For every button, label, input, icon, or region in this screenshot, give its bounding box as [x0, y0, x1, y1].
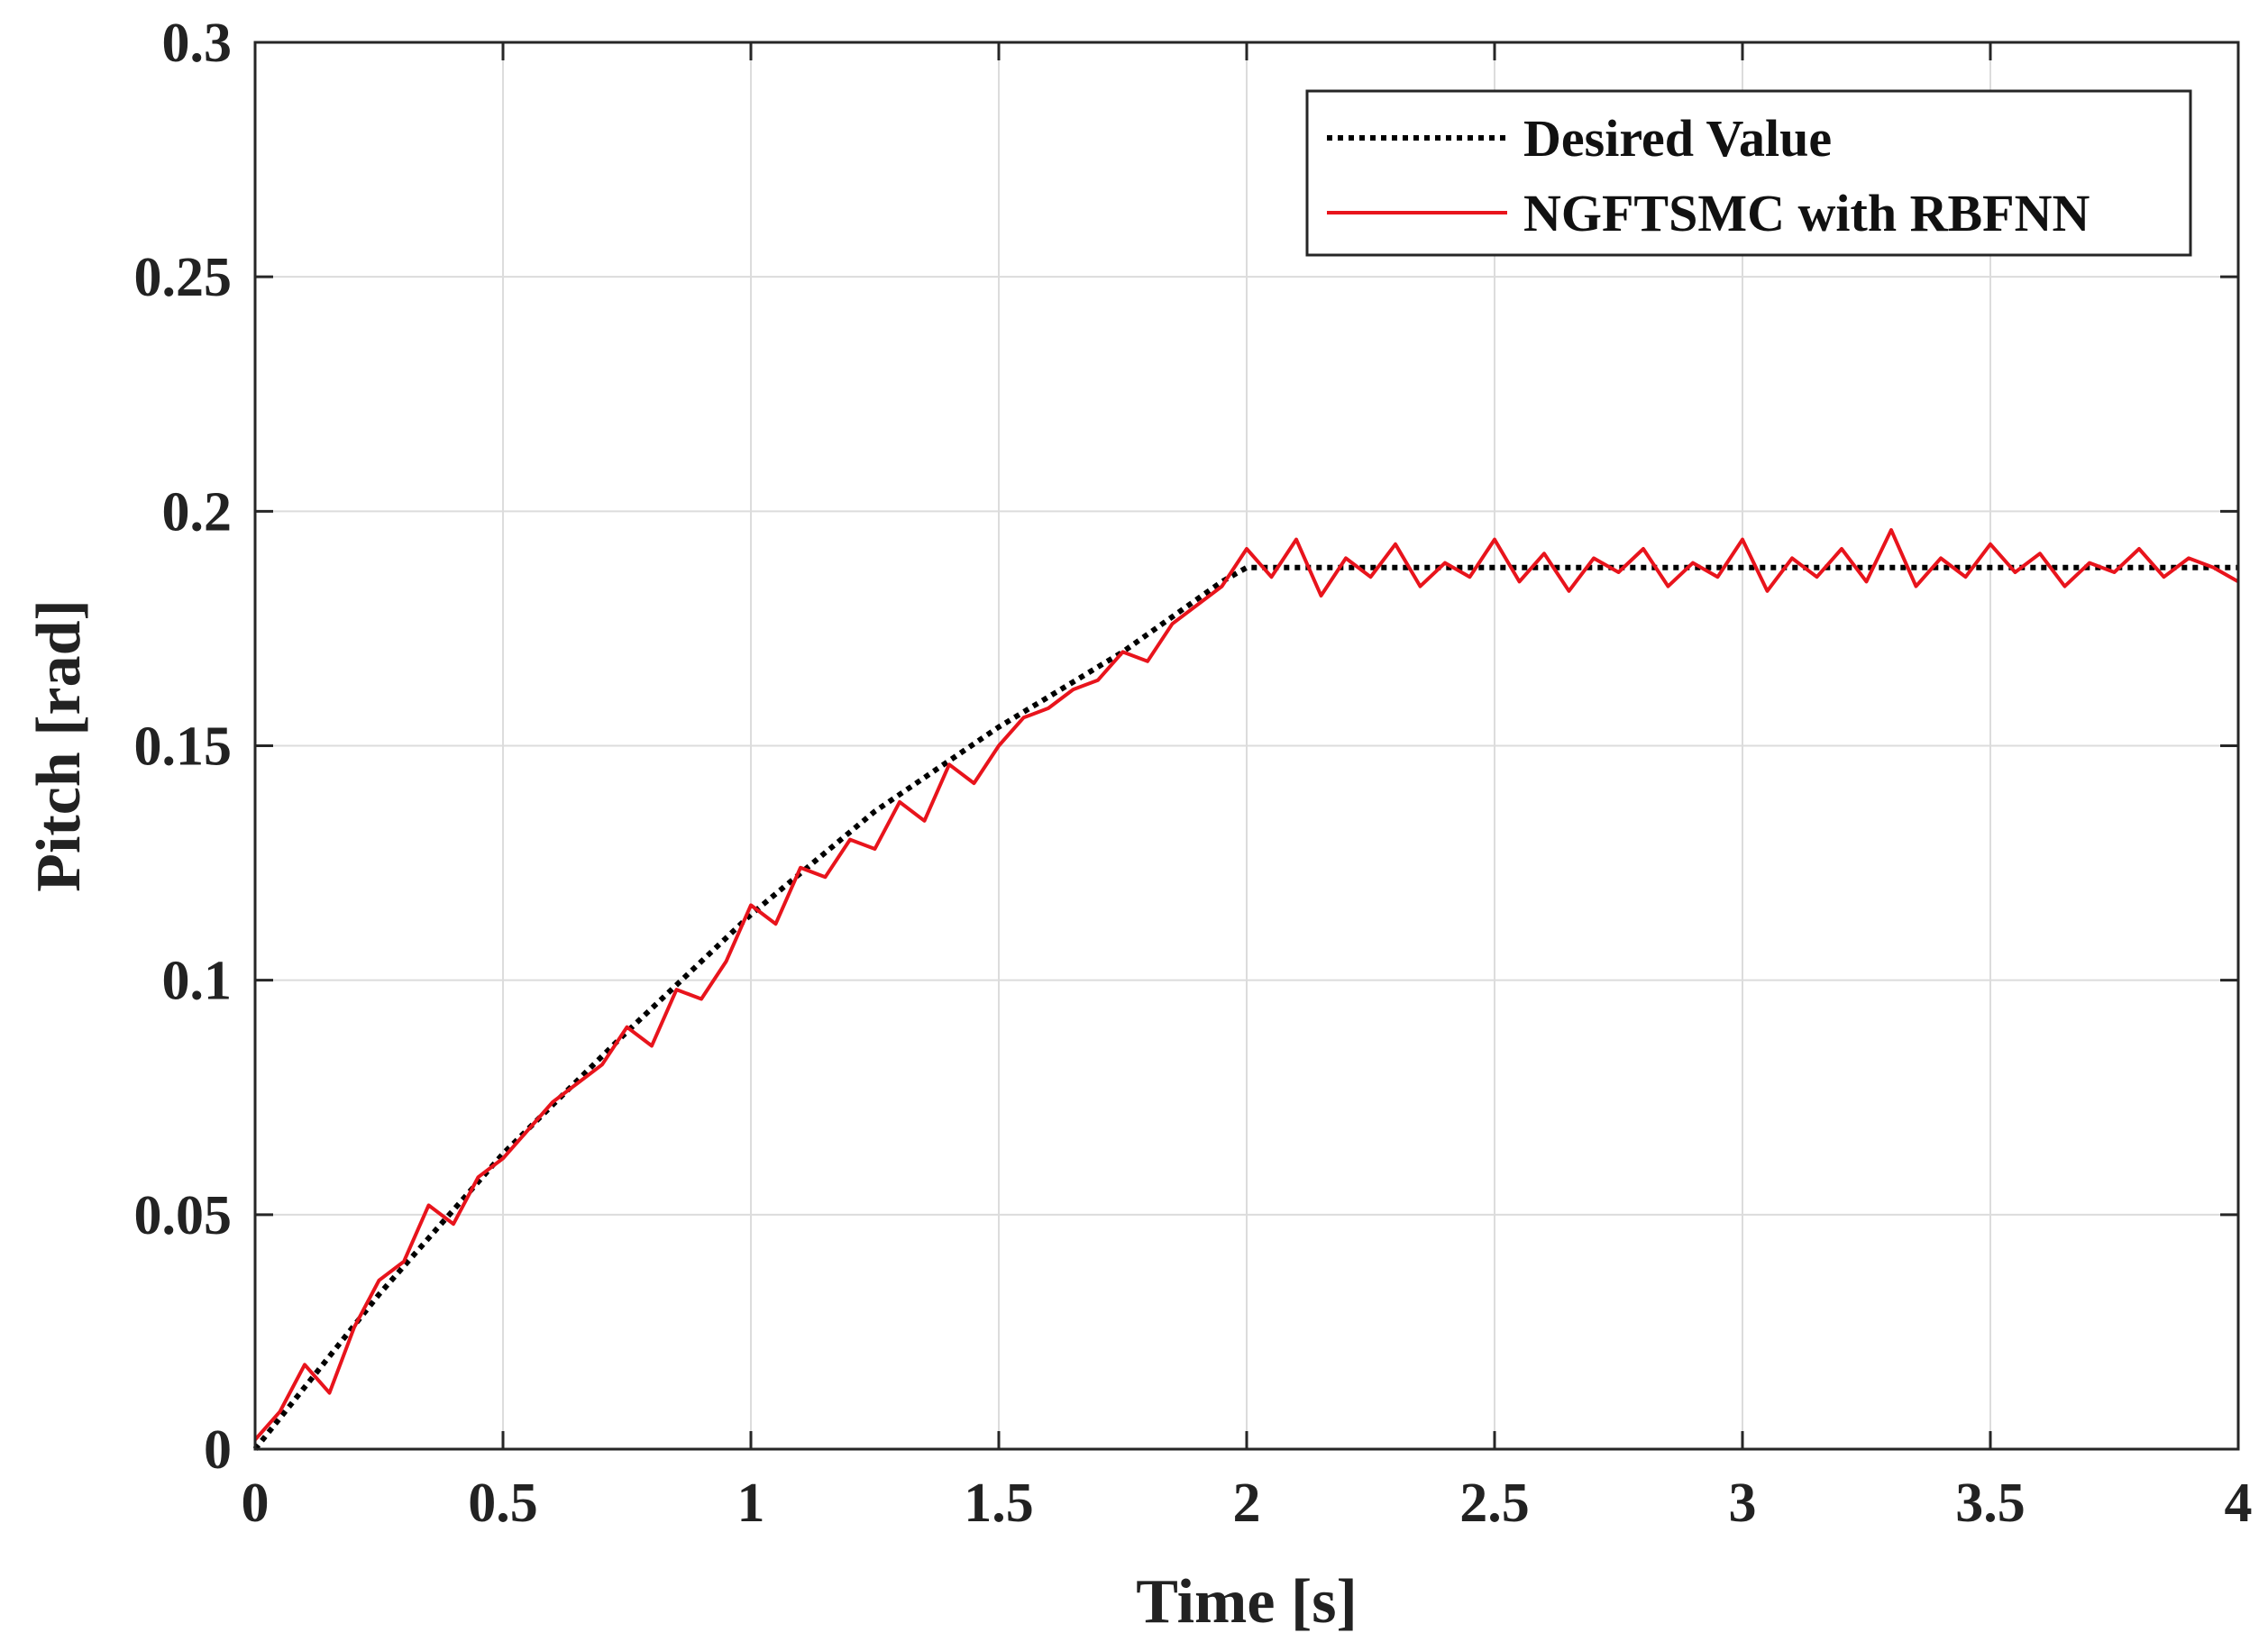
y-tick-label: 0.1 — [162, 951, 233, 1012]
x-tick-label: 0.5 — [468, 1473, 538, 1534]
x-tick-label: 4 — [2225, 1473, 2253, 1534]
x-tick-label: 1.5 — [964, 1473, 1034, 1534]
y-tick-label: 0.2 — [162, 481, 233, 543]
x-tick-label: 1 — [737, 1473, 765, 1534]
legend-box — [1305, 89, 2192, 257]
tick-marks — [253, 41, 2240, 1451]
legend-label-ngftsmc-with-rbfnn: NGFTSMC with RBFNN — [1523, 184, 2090, 242]
y-tick-label: 0.3 — [162, 13, 233, 74]
y-tick-label: 0.05 — [134, 1185, 233, 1246]
series-line-ngftsmc-with-rbfnn — [253, 528, 2239, 1441]
legend-label-desired-value: Desired Value — [1523, 109, 1832, 168]
y-tick-labels: 0 0.05 0.1 0.15 0.2 0.25 0.3 — [134, 13, 233, 1481]
y-tick-label: 0 — [204, 1419, 232, 1481]
x-tick-label: 2.5 — [1459, 1473, 1530, 1534]
series-layer — [252, 528, 2239, 1451]
y-tick-label: 0.25 — [134, 247, 233, 308]
y-axis-label: Pitch [rad] — [24, 599, 94, 892]
x-tick-label: 0 — [242, 1473, 270, 1534]
x-tick-label: 2 — [1233, 1473, 1261, 1534]
legend: Desired Value NGFTSMC with RBFNN — [1305, 89, 2192, 257]
y-tick-label: 0.15 — [134, 716, 233, 778]
x-tick-label: 3.5 — [1955, 1473, 2026, 1534]
x-axis-label: Time [s] — [1136, 1567, 1358, 1637]
x-tick-labels: 0 0.5 1 1.5 2 2.5 3 3.5 4 — [242, 1473, 2253, 1534]
x-tick-label: 3 — [1729, 1473, 1757, 1534]
